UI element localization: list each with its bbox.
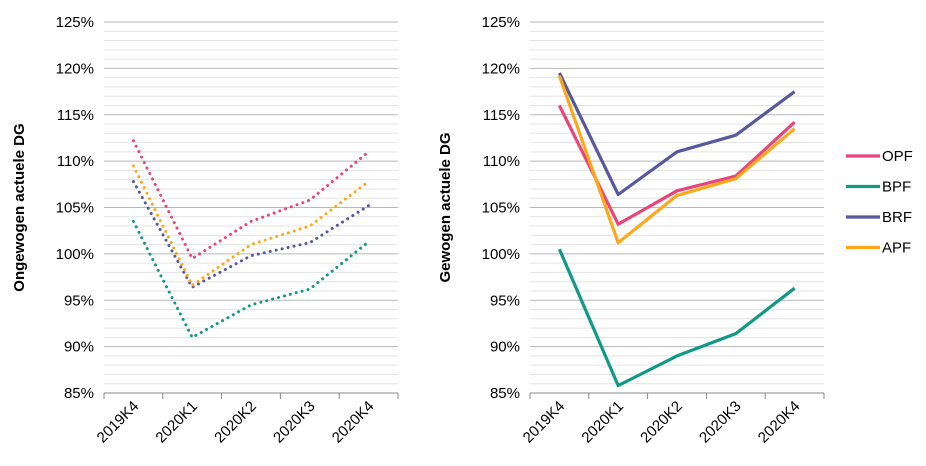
y-tick-label: 95% (490, 292, 520, 309)
series-line-brf (131, 180, 371, 289)
y-tick-label: 115% (483, 107, 520, 124)
series-line-bpf (557, 248, 796, 388)
y-tick-label: 105% (56, 200, 94, 217)
y-tick-label: 95% (64, 292, 94, 309)
series-line-opf (557, 104, 796, 226)
y-tick-label: 120% (482, 60, 520, 77)
series-line-apf (557, 75, 796, 245)
chart-ongewogen: 85%90%95%100%105%110%115%120%125%2019K4 2… (11, 14, 399, 447)
x-tick-label: 2019K4 (94, 398, 143, 447)
x-tick-label: 2020K3 (270, 398, 319, 447)
y-axis-title: Gewogen actuele DG (437, 132, 454, 282)
y-tick-label: 110% (57, 153, 94, 170)
series-line-bpf (131, 219, 371, 339)
legend-label-opf: OPF (882, 148, 913, 165)
x-tick-label: 2020K1 (578, 398, 627, 447)
x-tick-label: 2020K2 (637, 398, 686, 447)
y-tick-label: 85% (64, 385, 94, 402)
x-tick-label: 2020K1 (152, 398, 201, 447)
legend-label-apf: APF (882, 240, 911, 257)
y-tick-label: 100% (56, 246, 94, 263)
series-line-opf (131, 139, 371, 260)
x-tick-label: 2020K2 (211, 398, 260, 447)
series-line-brf (557, 72, 796, 197)
x-tick-label: 2020K3 (696, 398, 745, 447)
chart-gewogen: 85%90%95%100%105%110%115%120%125%2019K4 2… (437, 14, 825, 447)
y-tick-label: 105% (482, 200, 520, 217)
y-tick-label: 110% (483, 153, 520, 170)
y-tick-label: 120% (56, 60, 94, 77)
legend-label-brf: BRF (882, 209, 912, 226)
y-axis-title: Ongewogen actuele DG (11, 123, 28, 291)
y-tick-label: 100% (482, 246, 520, 263)
x-tick-label: 2019K4 (520, 398, 569, 447)
x-tick-label: 2020K4 (329, 398, 378, 447)
x-tick-label: 2020K4 (755, 398, 804, 447)
y-tick-label: 125% (482, 14, 520, 31)
y-tick-label: 115% (57, 107, 94, 124)
legend-label-bpf: BPF (882, 179, 911, 196)
y-tick-label: 90% (64, 339, 94, 356)
legend: OPF BPF BRF APF (846, 148, 913, 257)
y-tick-label: 85% (490, 385, 520, 402)
y-tick-label: 125% (56, 14, 94, 31)
y-tick-label: 90% (490, 339, 520, 356)
